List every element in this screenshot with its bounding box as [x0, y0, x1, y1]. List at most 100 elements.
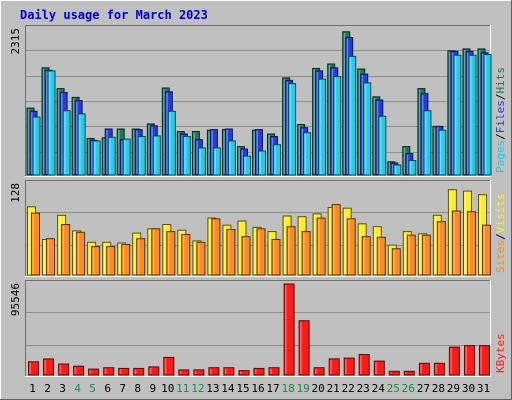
bar-highlight [164, 358, 167, 374]
chart-panels: 2315Pages/Files/Hits128Sites/Visits95546… [9, 25, 507, 377]
bar-highlight [389, 246, 391, 274]
bar-pages-day-12 [197, 147, 206, 176]
bar-highlight [329, 208, 331, 274]
bar-highlight [43, 68, 45, 174]
bar-highlight [283, 78, 286, 174]
bar-pages-day-7 [122, 138, 131, 176]
bar-highlight [61, 93, 63, 174]
bar-highlight [194, 370, 197, 374]
bar-highlight [361, 75, 364, 174]
x-tick-label-day-8: 8 [134, 382, 141, 395]
bar-highlight [196, 140, 198, 174]
bar-highlight [137, 239, 140, 274]
bar-highlight [199, 148, 201, 174]
bar-highlight [436, 127, 439, 174]
x-tick-label-day-16: 16 [251, 382, 264, 395]
bar-pages-day-17 [273, 144, 281, 176]
bar-sites-day-17 [271, 239, 281, 276]
bar-highlight [241, 150, 243, 174]
bar-highlight [419, 234, 421, 274]
bar-highlight [58, 89, 60, 174]
bar-pages-day-28 [438, 129, 447, 176]
bar-sites-day-22 [346, 218, 356, 276]
bar-kbytes-day-24 [373, 360, 385, 376]
bar-kbytes-day-10 [163, 356, 175, 376]
bar-highlight [449, 190, 451, 274]
bar-highlight [239, 222, 241, 274]
bar-sites-day-9 [151, 228, 161, 276]
bar-highlight [76, 101, 78, 174]
bar-kbytes-day-20 [313, 367, 325, 376]
legend-separator: / [494, 133, 507, 140]
bar-highlight [286, 81, 289, 174]
bar-kbytes-day-13 [208, 367, 220, 376]
bar-highlight [208, 219, 211, 274]
bar-highlight [166, 92, 168, 174]
x-tick-label-day-27: 27 [417, 382, 430, 395]
legend-separator: / [494, 233, 507, 240]
bar-pages-day-5 [92, 140, 101, 176]
bar-kbytes-day-27 [418, 362, 430, 376]
bar-sites-day-19 [301, 231, 311, 276]
x-tick-label-day-3: 3 [59, 382, 66, 395]
legend-separator: / [494, 94, 507, 101]
legend-hits: Hits [494, 67, 507, 94]
x-tick-label-day-6: 6 [104, 382, 111, 395]
bar-highlight [374, 227, 376, 274]
bar-highlight [255, 369, 257, 374]
bar-highlight [64, 111, 66, 174]
bar-highlight [59, 365, 62, 374]
bar-kbytes-day-18 [283, 283, 295, 376]
bar-sites-day-18 [286, 226, 296, 276]
bar-pages-day-1 [32, 116, 41, 176]
bar-highlight [224, 368, 227, 374]
x-tick-label-day-10: 10 [161, 382, 174, 395]
bar-highlight [124, 140, 126, 174]
bar-highlight [74, 367, 77, 374]
bar-highlight [454, 56, 457, 175]
x-tick-label-day-4: 4 [74, 382, 81, 395]
bar-highlight [464, 49, 466, 174]
bar-highlight [103, 243, 106, 274]
bar-pages-day-6 [107, 136, 116, 176]
bar-pages-day-15 [243, 155, 251, 176]
bar-highlight [391, 164, 394, 174]
bar-highlight [451, 52, 454, 174]
bar-highlight [226, 130, 228, 174]
bar-highlight [359, 224, 361, 274]
bar-pages-day-16 [258, 150, 266, 176]
bar-highlight [390, 372, 392, 374]
bar-highlight [154, 136, 156, 174]
bar-pages-day-20 [318, 78, 327, 176]
bar-highlight [197, 243, 200, 274]
bar-sites-day-30 [467, 211, 476, 276]
bar-highlight [343, 32, 346, 174]
bar-kbytes-day-3 [58, 363, 70, 376]
bar-pages-day-25 [393, 164, 402, 176]
bar-kbytes-day-6 [103, 367, 115, 376]
bar-highlight [468, 212, 470, 274]
bar-highlight [167, 232, 170, 274]
x-axis-ticks: 1 2 3 4 5 6 7 8 9 10 11 12 13 14 15 16 17 18 19 20 21 22 23 24 2… [29, 382, 490, 395]
bar-highlight [49, 71, 51, 174]
series-pages [32, 54, 492, 176]
bar-highlight [406, 154, 409, 174]
bar-highlight [316, 71, 319, 174]
bar-highlight [182, 235, 185, 274]
x-tick-label-day-21: 21 [327, 382, 340, 395]
legend-pages: Pages [494, 140, 507, 173]
bar-highlight [465, 346, 467, 374]
bar-sites-day-12 [196, 241, 206, 276]
bar-highlight [403, 147, 406, 174]
x-tick-label-day-26: 26 [402, 382, 415, 395]
x-tick-label-day-15: 15 [236, 382, 249, 395]
bar-highlight [328, 65, 331, 174]
bar-highlight [28, 207, 30, 275]
bar-highlight [376, 101, 379, 174]
bar-pages-day-13 [212, 147, 221, 176]
bar-highlight [318, 219, 320, 274]
bar-pages-day-8 [137, 136, 146, 176]
bar-pages-day-21 [333, 76, 342, 176]
bar-highlight [453, 212, 455, 274]
bar-highlight [238, 147, 240, 174]
